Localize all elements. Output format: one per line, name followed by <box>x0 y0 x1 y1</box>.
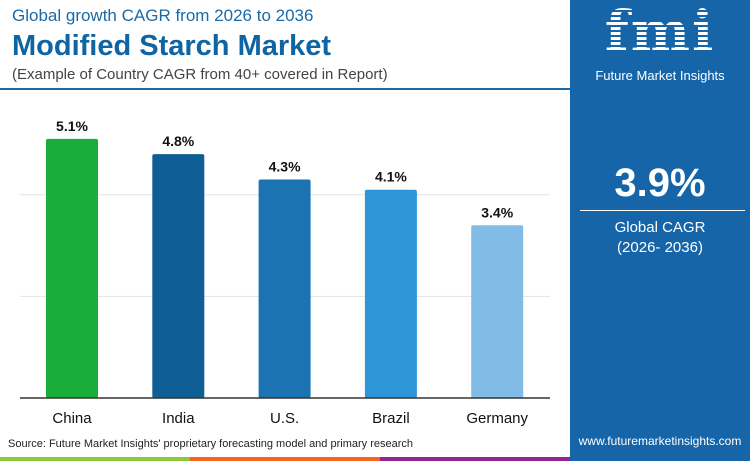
data-label: 4.8% <box>162 133 194 149</box>
panel-divider <box>580 210 745 211</box>
data-label: 3.4% <box>481 204 513 220</box>
strip-purple <box>380 457 570 461</box>
x-tick-label: U.S. <box>270 410 299 427</box>
strip-green <box>0 457 190 461</box>
subtitle: Global growth CAGR from 2026 to 2036 <box>12 6 314 25</box>
data-label: 4.3% <box>269 159 301 175</box>
x-tick-label: Brazil <box>372 410 410 427</box>
x-tick-label: Germany <box>466 410 528 427</box>
label-line1: Global CAGR <box>614 219 706 236</box>
data-label: 4.1% <box>375 169 407 185</box>
divider <box>0 88 570 90</box>
brand-name: Future Market Insights <box>595 68 725 83</box>
label-line2: (2026- 2036) <box>617 239 703 256</box>
bar-india <box>152 154 205 398</box>
bar-brazil <box>364 189 417 398</box>
chart-note: (Example of Country CAGR from 40+ covere… <box>12 66 388 83</box>
website-url[interactable]: www.futuremarketinsights.com <box>578 434 742 448</box>
global-cagr-value: 3.9% <box>614 161 706 205</box>
x-tick-label: China <box>52 410 92 427</box>
bar-us <box>258 179 311 398</box>
x-tick-label: India <box>162 410 195 427</box>
bar-chart: 5.1% China 4.8% India 4.3% U.S. 4.1% Brazil 3.4%… <box>20 118 550 427</box>
side-panel: fmi Future Market Insights 3.9% Global C… <box>570 0 750 461</box>
chart-title: Modified Starch Market <box>12 30 332 62</box>
source-text: Source: Future Market Insights' propriet… <box>8 438 413 450</box>
bar-china <box>46 138 98 399</box>
bar-germany <box>471 225 524 398</box>
data-label: 5.1% <box>56 118 88 134</box>
fmi-logo: fmi <box>570 2 750 62</box>
strip-orange <box>190 457 380 461</box>
global-cagr-label: Global CAGR (2026- 2036) <box>570 218 750 258</box>
